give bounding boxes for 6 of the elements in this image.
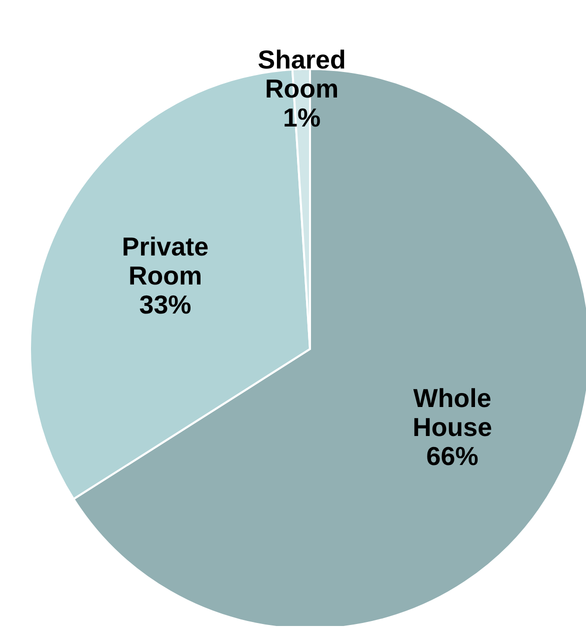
- data-label: 66%: [426, 441, 478, 472]
- slice-label: Whole House: [412, 383, 492, 442]
- slice-label: Shared Room: [258, 44, 346, 104]
- data-label: 33%: [139, 289, 192, 320]
- slice-label: Private Room: [122, 231, 209, 290]
- data-label: 1%: [283, 102, 321, 133]
